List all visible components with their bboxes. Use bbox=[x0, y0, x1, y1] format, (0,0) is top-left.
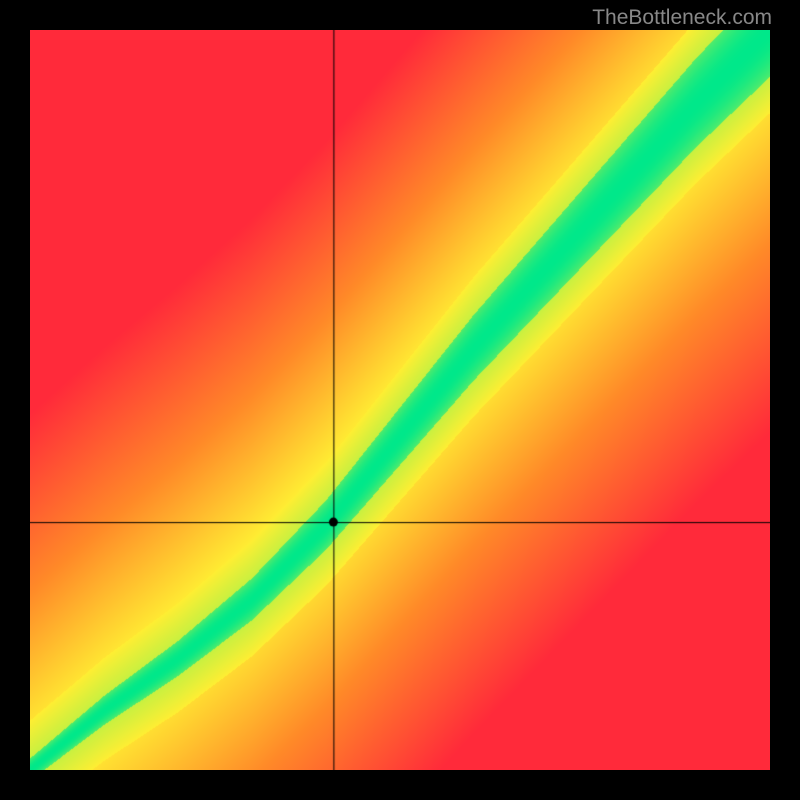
heatmap-canvas bbox=[30, 30, 770, 770]
watermark-text: TheBottleneck.com bbox=[592, 6, 772, 30]
heatmap-plot bbox=[30, 30, 770, 770]
